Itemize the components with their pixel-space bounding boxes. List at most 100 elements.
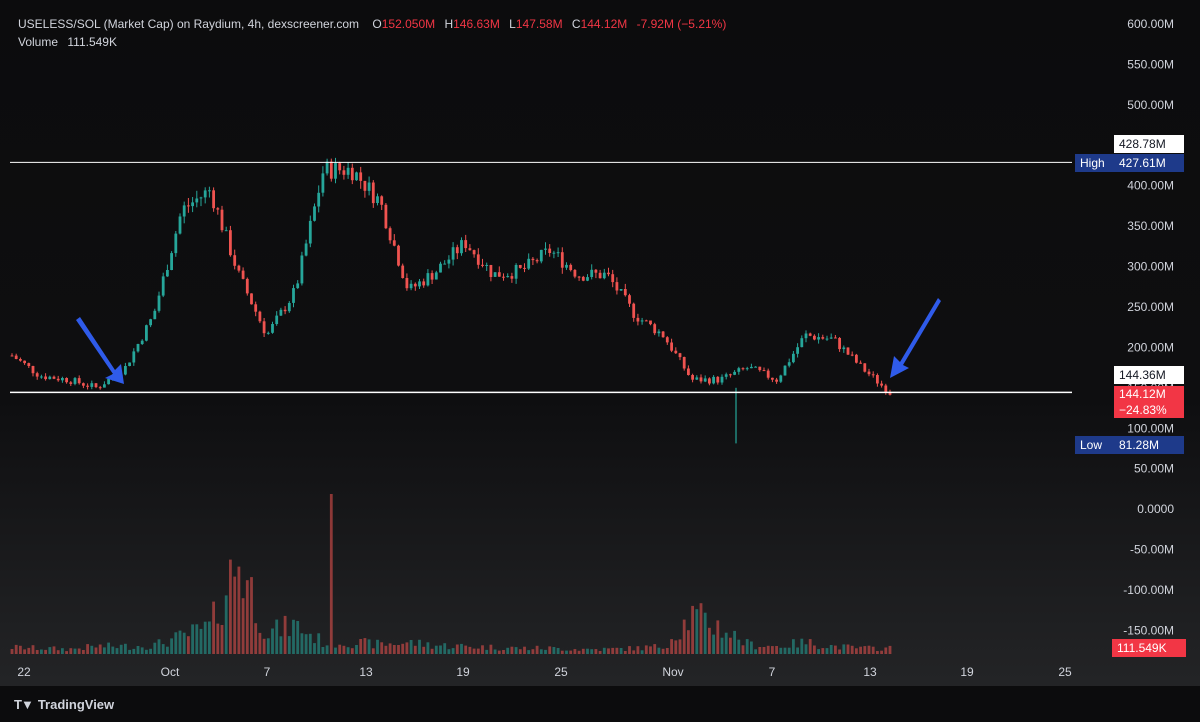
- symbol-title[interactable]: USELESS/SOL (Market Cap) on Raydium, 4h,…: [18, 17, 360, 31]
- candle-body: [237, 265, 241, 271]
- volume-bar: [678, 639, 682, 654]
- candle-body: [384, 204, 388, 229]
- volume-bar: [640, 650, 644, 654]
- candle-body: [846, 347, 850, 355]
- volume-bar: [422, 646, 426, 654]
- volume-bar: [77, 648, 81, 654]
- candle-body: [863, 363, 867, 372]
- x-tick-label: Nov: [662, 665, 683, 679]
- candle-body: [153, 310, 157, 320]
- volume-bar: [313, 643, 316, 654]
- volume-bar: [523, 646, 526, 654]
- volume-bar: [279, 636, 283, 654]
- tradingview-logo[interactable]: T▼ TradingView: [14, 697, 114, 712]
- candle-body: [451, 247, 455, 260]
- candle-body: [724, 374, 728, 377]
- candle-body: [867, 371, 871, 375]
- volume-bar: [766, 645, 770, 654]
- volume-value: 111.549K: [67, 35, 117, 49]
- volume-bar: [502, 650, 505, 654]
- volume-bar: [750, 641, 753, 654]
- high-value-tag: 427.61M: [1114, 154, 1184, 172]
- volume-bar: [98, 644, 102, 654]
- volume-bar: [838, 649, 841, 654]
- volume-bar: [636, 646, 640, 654]
- volume-bar: [203, 621, 207, 654]
- volume-price-tag: 111.549K: [1112, 639, 1186, 657]
- volume-bar: [447, 649, 451, 654]
- y-tick-label: 100.00M: [1127, 421, 1174, 435]
- candle-body: [439, 263, 442, 273]
- volume-bar: [275, 619, 279, 654]
- candle-body: [577, 276, 581, 278]
- candle-body: [527, 258, 531, 269]
- candle-body: [750, 366, 753, 369]
- volume-bar: [497, 650, 501, 654]
- x-tick-label: 7: [769, 665, 776, 679]
- current-price-tag: 144.12M: [1114, 386, 1184, 402]
- candle-body: [514, 265, 518, 279]
- candle-body: [128, 362, 131, 366]
- candle-body: [565, 264, 568, 268]
- candle-body: [619, 289, 623, 291]
- candle-body: [124, 366, 127, 375]
- volume-bar: [510, 646, 514, 654]
- x-tick-label: 13: [359, 665, 373, 679]
- volume-bar: [212, 601, 215, 654]
- volume-bar: [48, 647, 52, 654]
- volume-bar: [741, 645, 745, 654]
- y-tick-label: 0.0000: [1137, 502, 1174, 516]
- candle-body: [250, 293, 253, 305]
- candle-body: [174, 233, 178, 254]
- candle-body: [258, 311, 262, 322]
- volume-bar: [73, 648, 77, 654]
- volume-bar: [539, 649, 543, 654]
- candle-body: [245, 278, 249, 294]
- candle-body: [636, 317, 640, 322]
- candle-body: [287, 303, 291, 312]
- candle-body: [48, 376, 52, 380]
- volume-bar: [796, 647, 799, 654]
- volume-bar: [670, 639, 673, 654]
- volume-bar: [804, 644, 808, 654]
- candle-body: [338, 163, 342, 171]
- volume-bar: [23, 649, 26, 654]
- candle-body: [208, 190, 211, 192]
- volume-bar: [443, 643, 447, 654]
- candle-body: [317, 192, 321, 207]
- x-tick-label: 19: [456, 665, 470, 679]
- candle-body: [350, 167, 354, 181]
- candle-body: [149, 319, 152, 326]
- candle-body: [304, 243, 308, 256]
- volume-bar: [531, 649, 535, 654]
- candle-body: [607, 272, 610, 275]
- candle-body: [14, 355, 18, 359]
- candle-body: [283, 309, 287, 312]
- volume-bar: [565, 650, 568, 654]
- volume-bar: [602, 647, 606, 654]
- candle-body: [502, 276, 505, 278]
- x-tick-label: Oct: [161, 665, 180, 679]
- candle-body: [737, 368, 741, 372]
- candle-body: [296, 283, 300, 289]
- x-tick-label: 25: [1058, 665, 1072, 679]
- candle-body: [787, 362, 791, 366]
- volume-bar: [271, 628, 274, 654]
- y-tick-label: 300.00M: [1127, 260, 1174, 274]
- candle-body: [434, 272, 438, 280]
- candle-body: [426, 273, 430, 286]
- high-value: 146.63M: [453, 17, 500, 31]
- candle-body: [191, 202, 194, 207]
- volume-bar: [867, 645, 871, 654]
- volume-bar: [254, 623, 258, 654]
- volume-bar: [661, 648, 665, 654]
- volume-bar: [871, 646, 875, 654]
- volume-bar: [170, 638, 173, 654]
- candle-body: [518, 265, 522, 268]
- volume-bar: [577, 650, 581, 654]
- volume-label[interactable]: Volume: [18, 35, 59, 49]
- volume-bar: [464, 645, 468, 654]
- x-tick-label: 7: [264, 665, 271, 679]
